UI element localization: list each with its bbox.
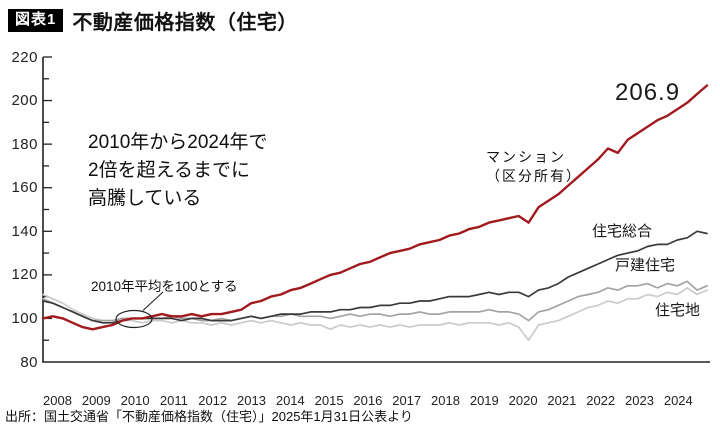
x-axis-label: 2024 bbox=[663, 393, 693, 408]
series-label-mansion: マンション （区分所有） bbox=[486, 149, 582, 184]
chart-header: 図表1 不動産価格指数（住宅） bbox=[8, 6, 298, 35]
highlight-ellipse bbox=[115, 309, 153, 329]
x-axis-label: 2011 bbox=[159, 393, 188, 408]
x-axis-label: 2020 bbox=[508, 393, 538, 408]
x-axis-label: 2010 bbox=[120, 393, 150, 408]
y-axis-label: 140 bbox=[11, 222, 38, 240]
leader-line bbox=[142, 291, 164, 311]
y-axis-label: 200 bbox=[11, 92, 38, 110]
x-axis-label: 2008 bbox=[43, 393, 72, 408]
y-axis-label: 180 bbox=[11, 135, 38, 153]
x-axis-label: 2012 bbox=[198, 393, 228, 408]
y-axis-label: 160 bbox=[11, 179, 38, 197]
x-axis-label: 2015 bbox=[314, 393, 344, 408]
x-axis-label: 2021 bbox=[547, 393, 577, 408]
x-axis-label: 2016 bbox=[353, 393, 383, 408]
series-label-kodate: 戸建住宅 bbox=[615, 257, 676, 274]
y-axis-label: 220 bbox=[11, 48, 38, 66]
source-note: 出所：国土交通省「不動産価格指数（住宅）」2025年1月31日公表より bbox=[5, 409, 413, 424]
series-line-マンション bbox=[41, 84, 709, 331]
x-axis-label: 2017 bbox=[392, 393, 422, 408]
chart-title: 不動産価格指数（住宅） bbox=[72, 12, 298, 34]
series-label-sougou: 住宅総合 bbox=[592, 223, 653, 240]
series-line-住宅地 bbox=[42, 287, 708, 342]
x-axis-label: 2009 bbox=[81, 393, 111, 408]
y-axis-label: 100 bbox=[11, 309, 38, 327]
end-value-label: 206.9 bbox=[615, 79, 681, 106]
x-axis-label: 2013 bbox=[237, 393, 266, 408]
x-axis-label: 2023 bbox=[625, 393, 654, 408]
x-axis-label: 2022 bbox=[586, 393, 616, 408]
highlight-annotation: 2010年から2024年で 2倍を超えるまでに 高騰している bbox=[88, 132, 268, 209]
y-axis-label: 80 bbox=[20, 353, 38, 371]
x-axis-label: 2014 bbox=[275, 393, 305, 408]
y-axis-label: 120 bbox=[11, 266, 38, 284]
series-line-住宅総合 bbox=[42, 230, 708, 324]
base-index-note: 2010年平均を100とする bbox=[91, 279, 238, 294]
figure-number-badge: 図表1 bbox=[8, 9, 64, 32]
series-label-takuchi: 住宅地 bbox=[655, 302, 701, 319]
x-axis-label: 2018 bbox=[431, 393, 460, 408]
x-axis-label: 2019 bbox=[469, 393, 499, 408]
